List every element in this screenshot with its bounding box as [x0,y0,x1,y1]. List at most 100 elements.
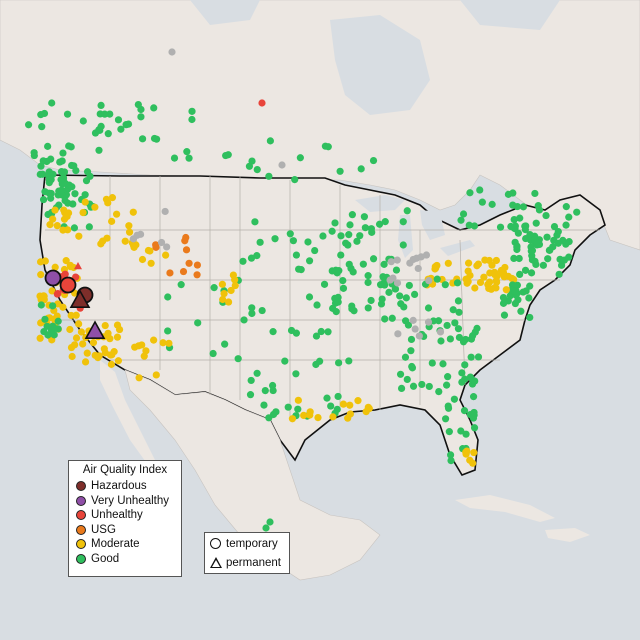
site-marker [44,331,52,339]
site-marker [362,408,370,416]
site-marker [394,330,402,338]
site-marker [284,403,292,411]
site-marker [334,298,342,306]
site-marker [446,451,455,459]
site-marker [441,415,450,423]
legend-label: temporary [226,537,278,550]
site-marker [407,347,415,355]
site-marker [164,327,172,335]
site-marker [311,246,319,255]
legend-swatch [76,553,86,564]
site-marker [554,239,562,247]
site-marker [324,143,332,151]
site-marker [449,306,457,314]
site-marker [75,320,83,328]
site-marker [408,364,417,372]
site-marker [469,459,477,467]
site-marker [104,329,112,337]
site-marker [409,382,418,390]
site-marker [424,318,433,326]
site-marker [380,281,389,289]
site-marker [152,371,160,379]
site-marker [188,115,196,124]
site-marker [403,375,411,384]
lake-huron [420,210,445,240]
site-marker [107,360,116,368]
site-marker [245,162,254,170]
site-marker [253,369,261,377]
site-marker [281,357,289,365]
site-marker [185,154,193,162]
site-marker [359,260,367,268]
site-marker [295,265,303,273]
site-marker [247,254,256,262]
site-marker [38,170,47,178]
site-marker [84,320,106,340]
site-marker [457,216,465,224]
monitor-type-legend: temporary permanent [204,532,290,574]
site-marker [108,351,116,359]
site-marker [474,260,482,268]
site-marker [492,256,500,265]
site-marker [565,253,573,261]
site-marker [81,191,89,199]
site-marker [101,321,109,330]
site-marker [77,328,86,336]
site-marker [188,107,196,115]
site-marker [509,189,517,197]
site-marker [194,319,202,327]
site-marker [485,256,493,265]
site-marker [162,251,170,259]
legend-swatch [76,524,86,535]
site-marker [185,259,193,267]
site-marker [48,287,56,295]
site-marker [57,175,65,184]
legend-row: Very Unhealthy [69,494,181,509]
site-marker [53,290,61,298]
site-marker [69,200,77,208]
site-marker [513,242,521,250]
site-marker [444,404,453,412]
site-marker [457,427,465,435]
site-marker [381,315,389,323]
site-marker [453,279,462,287]
triangle-icon [210,557,222,568]
site-marker [339,284,348,292]
site-marker [470,424,479,432]
site-marker [380,260,388,268]
site-marker [565,213,573,221]
site-marker [361,224,369,232]
site-marker [68,161,76,170]
site-marker [385,288,393,296]
site-marker [179,267,188,276]
site-marker [353,237,361,245]
site-marker [37,271,45,279]
site-marker [63,110,72,118]
site-marker [91,203,99,211]
site-marker [496,223,505,231]
site-marker [407,335,416,344]
site-marker [222,151,230,160]
site-marker [60,168,69,176]
site-marker [445,428,453,436]
site-marker [403,207,411,215]
site-marker [469,414,478,422]
legend-row: Moderate [69,537,181,552]
site-marker [81,198,89,206]
site-marker [510,224,518,232]
site-marker [471,377,479,385]
site-marker [70,263,78,272]
legend-label: Very Unhealthy [91,494,169,507]
site-marker [269,386,277,395]
site-marker [502,286,510,294]
site-marker [521,266,530,274]
site-marker [476,278,485,287]
site-marker [323,394,331,402]
site-marker [231,281,239,290]
site-marker [125,222,133,230]
site-marker [97,240,105,248]
site-marker [476,186,484,194]
site-marker [446,335,454,343]
site-marker [101,110,109,118]
site-marker [409,316,417,324]
